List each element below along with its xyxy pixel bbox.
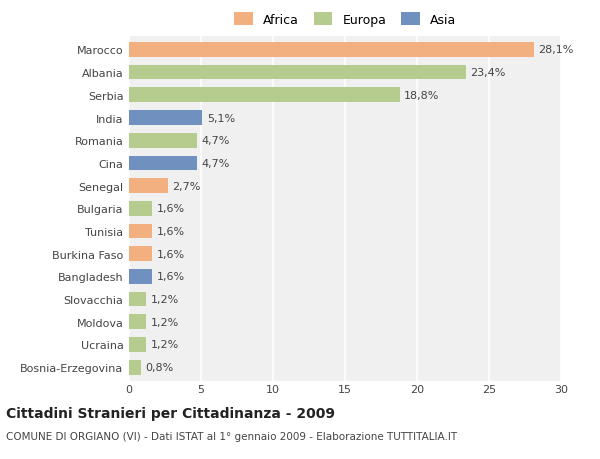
Text: 0,8%: 0,8% <box>145 363 173 372</box>
Text: 18,8%: 18,8% <box>404 90 439 101</box>
Text: 4,7%: 4,7% <box>201 158 229 168</box>
Bar <box>129 43 533 58</box>
Bar <box>129 111 202 126</box>
Text: Cittadini Stranieri per Cittadinanza - 2009: Cittadini Stranieri per Cittadinanza - 2… <box>6 406 335 420</box>
Bar <box>129 66 466 80</box>
Bar <box>129 202 152 216</box>
Text: 28,1%: 28,1% <box>538 45 574 55</box>
Text: 1,6%: 1,6% <box>157 272 184 282</box>
Bar <box>129 360 140 375</box>
Text: 1,6%: 1,6% <box>157 204 184 214</box>
Bar <box>129 292 146 307</box>
Bar <box>129 315 146 330</box>
Text: 1,2%: 1,2% <box>151 317 179 327</box>
Text: 1,6%: 1,6% <box>157 249 184 259</box>
Bar <box>129 179 168 194</box>
Bar <box>129 247 152 262</box>
Text: 1,6%: 1,6% <box>157 226 184 236</box>
Text: 5,1%: 5,1% <box>207 113 235 123</box>
Bar <box>129 88 400 103</box>
Text: COMUNE DI ORGIANO (VI) - Dati ISTAT al 1° gennaio 2009 - Elaborazione TUTTITALIA: COMUNE DI ORGIANO (VI) - Dati ISTAT al 1… <box>6 431 457 442</box>
Bar <box>129 269 152 284</box>
Text: 23,4%: 23,4% <box>470 68 506 78</box>
Bar <box>129 134 197 148</box>
Text: 2,7%: 2,7% <box>172 181 200 191</box>
Text: 1,2%: 1,2% <box>151 340 179 350</box>
Legend: Africa, Europa, Asia: Africa, Europa, Asia <box>234 13 456 27</box>
Bar <box>129 156 197 171</box>
Text: 1,2%: 1,2% <box>151 294 179 304</box>
Bar <box>129 224 152 239</box>
Bar <box>129 337 146 352</box>
Text: 4,7%: 4,7% <box>201 136 229 146</box>
